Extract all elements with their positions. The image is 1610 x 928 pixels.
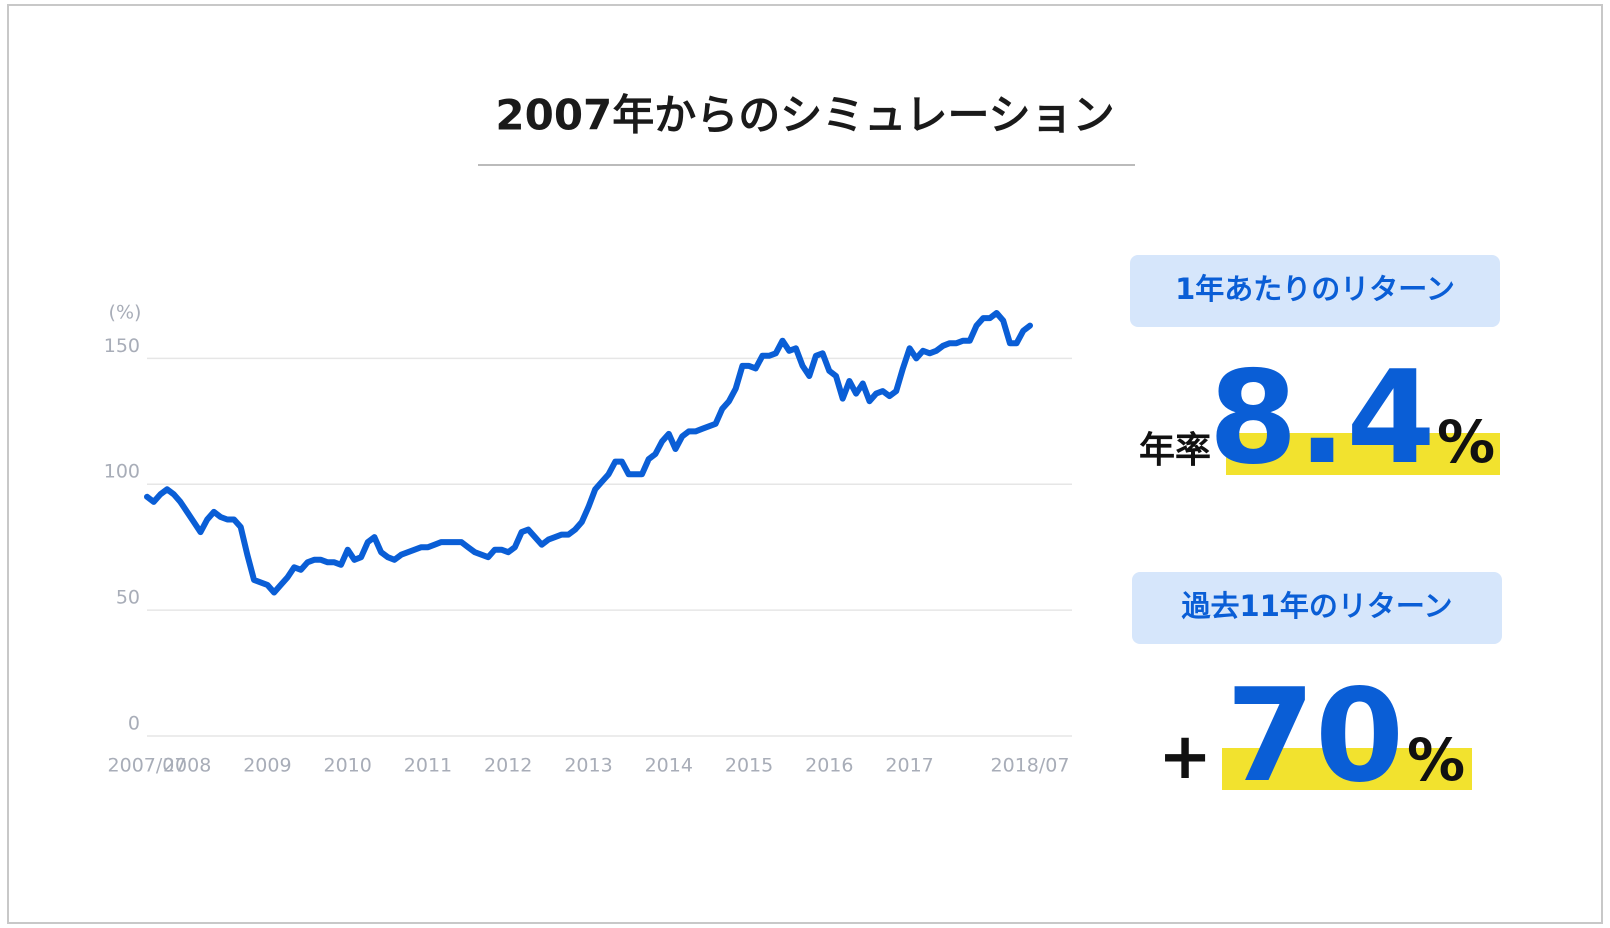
data-line (144, 310, 1033, 596)
highlight (1222, 748, 1472, 790)
stat-value: 8.4 (1209, 344, 1436, 493)
stat-label: 1年あたりのリターン (1175, 272, 1455, 306)
stat-label-box (1132, 572, 1502, 644)
chart-title: 2007年からのシミュレーション (495, 91, 1114, 140)
y-tick-label: 150 (104, 335, 140, 357)
y-tick-label: 0 (128, 713, 140, 735)
x-tick-label: 2010 (324, 755, 372, 777)
y-unit-label: (%) (109, 302, 142, 324)
x-tick-label: 2009 (243, 755, 291, 777)
y-tick-label: 50 (116, 587, 140, 609)
y-tick-label: 100 (104, 461, 140, 483)
x-tick-label: 2013 (564, 755, 612, 777)
stat-value: 70 (1226, 662, 1404, 811)
stat-prefix: + (1158, 720, 1212, 794)
x-tick-label: 2018/07 (991, 755, 1070, 777)
x-tick-label: 2017 (885, 755, 933, 777)
x-tick-label: 2011 (404, 755, 452, 777)
x-tick-label: 2014 (645, 755, 693, 777)
stat-unit: % (1407, 726, 1465, 794)
stat-label: 過去11年のリターン (1182, 589, 1453, 623)
x-tick-label: 2007/07 (108, 755, 187, 777)
x-tick-label: 2015 (725, 755, 773, 777)
stat-prefix: 年率 (1139, 430, 1211, 471)
x-tick-label: 2008 (163, 755, 211, 777)
x-tick-label: 2012 (484, 755, 532, 777)
stat-label-box (1130, 255, 1500, 327)
highlight (1226, 433, 1500, 475)
stat-unit: % (1437, 408, 1495, 476)
x-tick-label: 2016 (805, 755, 853, 777)
